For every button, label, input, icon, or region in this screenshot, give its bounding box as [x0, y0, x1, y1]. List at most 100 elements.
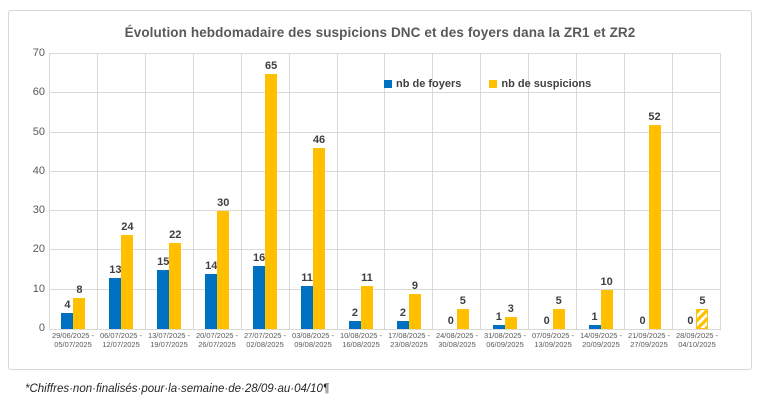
- bar-suspicions: [408, 293, 421, 329]
- x-tick-label: 27/07/2025 -02/08/2025: [243, 331, 287, 349]
- bar-value-label: 9: [411, 279, 418, 292]
- bar-value-label: 5: [459, 295, 466, 308]
- x-tick-label: 13/07/2025 -19/07/2025: [147, 331, 191, 349]
- bar-suspicions: [73, 297, 86, 329]
- y-tick-label: 40: [32, 164, 45, 177]
- legend-entry-suspicions: nb de suspicions: [489, 78, 591, 90]
- bar-suspicions: [217, 211, 230, 329]
- bar-value-label: 52: [648, 110, 661, 123]
- x-tick-label: 10/08/2025 -16/08/2025: [339, 331, 383, 349]
- bar-suspicions: [121, 234, 134, 329]
- legend-label: nb de suspicions: [501, 78, 592, 90]
- bar-value-label: 13: [109, 263, 122, 276]
- y-tick-label: 70: [32, 47, 45, 59]
- chart-column: 13 24: [98, 54, 146, 329]
- bar-value-label: 14: [205, 260, 218, 272]
- bar-value-label: 0: [687, 315, 694, 327]
- bar-foyers: [492, 325, 505, 329]
- chart-column: 1 10: [577, 54, 626, 329]
- bar-value-label: 65: [265, 59, 278, 72]
- bar-suspicions: [360, 285, 373, 329]
- x-tick-label: 29/06/2025 -05/07/2025: [51, 331, 95, 349]
- legend-entry-foyers: nb de foyers: [384, 78, 461, 90]
- chart-title: Évolution hebdomadaire des suspicions DN…: [124, 25, 636, 40]
- chart-legend: nb de foyers nb de suspicions: [384, 78, 591, 90]
- chart-column: 15 22: [146, 54, 194, 329]
- x-axis: 29/06/2025 -05/07/2025 06/07/2025 -12/07/…: [49, 331, 721, 349]
- bar-value-label: 24: [121, 220, 134, 233]
- bar-foyers: [588, 325, 601, 329]
- plot-columns: 4 8 13 24 15 22 14 30 16 65 11 46 2 11 2 9 0 5 1 3 0 5 1 10 0 52 0…: [50, 54, 720, 329]
- chart-column: 0 52: [625, 54, 673, 329]
- bar-suspicions: [648, 124, 661, 329]
- bar-suspicions: [600, 289, 613, 329]
- y-tick-label: 0: [38, 322, 45, 334]
- bar-value-label: 16: [253, 252, 266, 265]
- bar-foyers: [205, 274, 218, 329]
- bar-value-label: 15: [157, 256, 170, 269]
- bar-foyers: [61, 313, 74, 329]
- plot-area: 4 8 13 24 15 22 14 30 16 65 11 46 2 11 2 9 0 5 1 3 0 5 1 10 0 52 0…: [49, 53, 721, 330]
- y-axis: 0 10 20 30 40 50 60 70: [15, 47, 45, 334]
- bar-value-label: 0: [639, 315, 646, 327]
- x-tick-label: 17/08/2025 -23/08/2025: [387, 331, 431, 349]
- bar-value-label: 2: [399, 307, 406, 320]
- bar-value-label: 2: [351, 307, 359, 320]
- bar-suspicions: [456, 309, 469, 329]
- bar-foyers: [348, 321, 361, 329]
- chart-column: 2 11: [338, 54, 386, 329]
- bar-value-label: 0: [543, 315, 550, 327]
- bar-suspicions: [313, 148, 326, 329]
- bar-value-label: 8: [76, 283, 83, 296]
- bar-foyers: [301, 285, 314, 329]
- chart-frame[interactable]: Évolution hebdomadaire des suspicions DN…: [8, 10, 752, 370]
- bar-foyers: [396, 321, 409, 329]
- bar-suspicions: [265, 73, 278, 329]
- bar-value-label: 11: [301, 271, 313, 284]
- x-tick-label: 28/09/2025 -04/10/2025: [675, 331, 719, 349]
- bar-value-label: 1: [591, 311, 598, 324]
- legend-swatch-icon: [489, 80, 498, 88]
- y-tick-label: 50: [32, 125, 45, 138]
- bar-value-label: 1: [495, 311, 502, 324]
- bar-value-label: 0: [447, 315, 454, 327]
- x-tick-label: 06/07/2025 -12/07/2025: [99, 331, 143, 349]
- bar-suspicions: [552, 309, 565, 329]
- x-tick-label: 31/08/2025 -06/09/2025: [483, 331, 527, 349]
- x-tick-label: 14/09/2025 -20/09/2025: [579, 331, 623, 349]
- footnote-text: *Chiffres·non·finalisés·pour·la·semaine·…: [25, 383, 330, 395]
- y-tick-label: 60: [32, 86, 45, 99]
- bar-suspicions: [169, 242, 182, 329]
- bar-value-label: 46: [312, 134, 326, 147]
- bar-value-label: 5: [699, 295, 706, 308]
- bar-value-label: 30: [217, 197, 230, 210]
- bar-value-label: 4: [64, 299, 71, 312]
- chart-column: 16 65: [242, 54, 290, 329]
- x-tick-label: 07/09/2025 -13/09/2025: [531, 331, 575, 349]
- bar-value-label: 3: [507, 303, 514, 316]
- bar-value-label: 11: [361, 271, 373, 284]
- legend-label: nb de foyers: [396, 78, 462, 90]
- bar-suspicions: [504, 317, 517, 329]
- bar-suspicions-hatched: [696, 309, 709, 329]
- y-tick-label: 20: [32, 243, 45, 256]
- x-tick-label: 20/07/2025 -26/07/2025: [195, 331, 239, 349]
- x-tick-label: 21/09/2025 -27/09/2025: [627, 331, 671, 349]
- x-tick-label: 24/08/2025 -30/08/2025: [435, 331, 479, 349]
- bar-foyers: [157, 270, 170, 329]
- legend-swatch-icon: [384, 80, 392, 88]
- bar-value-label: 10: [600, 275, 613, 288]
- y-tick-label: 10: [32, 282, 45, 295]
- bar-value-label: 22: [169, 228, 182, 241]
- chart-column: 11 46: [290, 54, 338, 329]
- bar-foyers: [253, 266, 266, 329]
- chart-column: 14 30: [194, 54, 242, 329]
- x-tick-label: 03/08/2025 -09/08/2025: [291, 331, 335, 349]
- bar-value-label: 5: [555, 295, 562, 308]
